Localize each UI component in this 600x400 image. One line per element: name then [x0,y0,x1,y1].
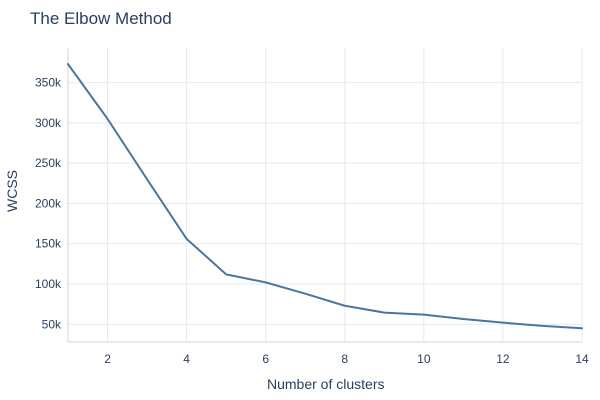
x-tick-label: 2 [104,352,111,366]
wcss-line [67,63,583,330]
x-tick-label: 6 [262,352,269,366]
y-tick-label: 150k [35,237,62,251]
x-tick-label: 4 [183,352,190,366]
x-tick-label: 12 [496,352,510,366]
y-tick-label: 350k [35,76,62,90]
x-tick-label: 14 [575,352,589,366]
y-axis-title: WCSS [4,170,20,212]
y-tick-label: 300k [35,116,62,130]
chart-title: The Elbow Method [30,9,172,28]
x-tick-label: 10 [417,352,431,366]
x-tick-label: 8 [341,352,348,366]
x-axis-title: Number of clusters [267,376,385,392]
y-tick-label: 50k [42,317,62,331]
y-tick-label: 200k [35,196,62,210]
y-tick-label: 250k [35,156,62,170]
y-tick-label: 100k [35,277,62,291]
